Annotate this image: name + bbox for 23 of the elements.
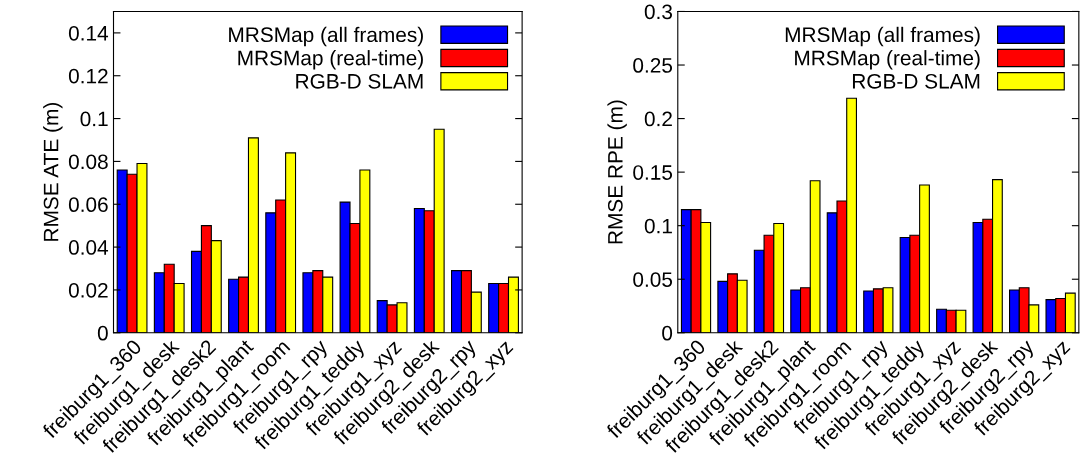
y-tick-label: 0 [97, 325, 108, 341]
legend-label: RGB-D SLAM [852, 73, 980, 89]
y-axis-title: RMSE RPE (m) [607, 100, 627, 244]
y-tick-label: 0.3 [644, 4, 673, 20]
y-tick-label: 0.12 [68, 68, 108, 84]
y-tick-label: 0.06 [68, 197, 108, 213]
y-tick-label: 0.04 [68, 240, 109, 255]
legend-label: MRSMap (all frames) [229, 26, 423, 47]
legend-label: RGB-D SLAM [296, 73, 423, 89]
y-axis-title: RMSE ATE (m) [43, 103, 63, 241]
y-tick-label: 0.25 [633, 58, 673, 73]
legend-label: MRSMap (real-time) [238, 50, 423, 70]
legend-label: MRSMap (real-time) [795, 50, 980, 70]
y-tick-label: 0.14 [68, 25, 109, 41]
y-tick-label: 0.05 [633, 272, 673, 287]
y-tick-label: 0 [662, 325, 673, 341]
y-tick-label: 0.08 [68, 154, 108, 170]
y-tick-label: 0.2 [644, 111, 672, 127]
y-tick-label: 0.1 [644, 218, 672, 234]
y-tick-label: 0.15 [633, 165, 673, 180]
y-tick-label: 0.1 [80, 111, 108, 127]
legend-label: MRSMap (all frames) [785, 26, 980, 47]
y-tick-label: 0.02 [68, 282, 108, 298]
